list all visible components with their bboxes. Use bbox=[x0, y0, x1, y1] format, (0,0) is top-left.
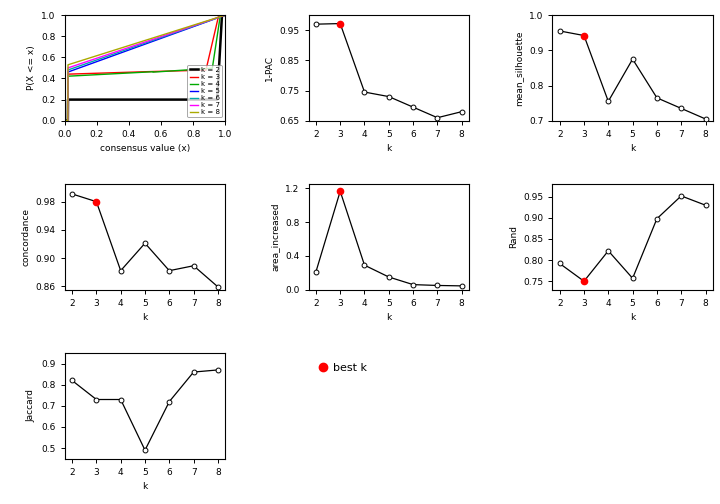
X-axis label: consensus value (x): consensus value (x) bbox=[100, 144, 190, 153]
Y-axis label: mean_silhouette: mean_silhouette bbox=[515, 30, 523, 106]
X-axis label: k: k bbox=[386, 144, 392, 153]
Y-axis label: Jaccard: Jaccard bbox=[27, 389, 36, 422]
Legend: best k: best k bbox=[314, 358, 372, 377]
Y-axis label: 1-PAC: 1-PAC bbox=[265, 55, 274, 81]
X-axis label: k: k bbox=[143, 313, 148, 322]
X-axis label: k: k bbox=[630, 313, 635, 322]
Legend: k = 2, k = 3, k = 4, k = 5, k = 6, k = 7, k = 8: k = 2, k = 3, k = 4, k = 5, k = 6, k = 7… bbox=[187, 65, 222, 117]
Y-axis label: Rand: Rand bbox=[509, 225, 518, 248]
Y-axis label: concordance: concordance bbox=[21, 208, 30, 266]
Y-axis label: area_increased: area_increased bbox=[271, 203, 279, 271]
Y-axis label: P(X <= x): P(X <= x) bbox=[27, 45, 36, 90]
X-axis label: k: k bbox=[143, 482, 148, 491]
X-axis label: k: k bbox=[630, 144, 635, 153]
X-axis label: k: k bbox=[386, 313, 392, 322]
